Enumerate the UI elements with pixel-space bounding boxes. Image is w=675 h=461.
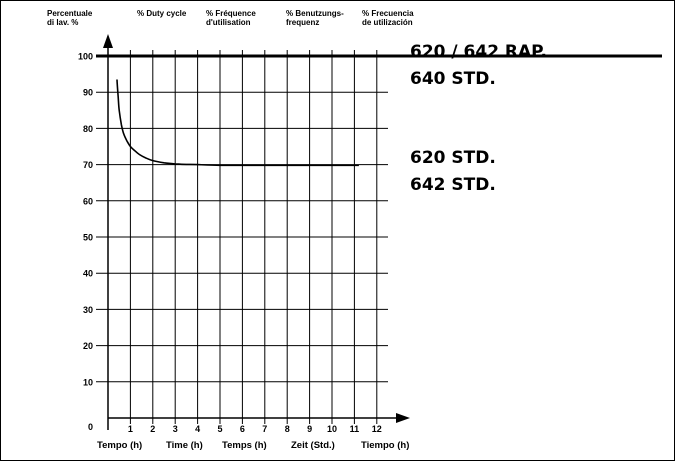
y-tick-label-100: 100 bbox=[78, 52, 93, 62]
x-tick-label-7: 7 bbox=[262, 424, 267, 434]
series-label-std-1: 620 STD. bbox=[410, 148, 496, 168]
x-tick-label-1: 1 bbox=[128, 424, 133, 434]
x-axis-title-3: Zeit (Std.) bbox=[291, 440, 335, 451]
header-2-line-0: % Fréquence bbox=[206, 9, 256, 18]
x-tick-label-12: 12 bbox=[372, 424, 382, 434]
x-axis-title-0: Tempo (h) bbox=[97, 440, 142, 451]
x-axis-title-2: Temps (h) bbox=[222, 440, 267, 451]
x-tick-label-6: 6 bbox=[240, 424, 245, 434]
x-tick-label-2: 2 bbox=[150, 424, 155, 434]
y-tick-label-50: 50 bbox=[83, 233, 93, 243]
axes bbox=[103, 34, 410, 430]
y-axis-arrow bbox=[103, 34, 113, 48]
y-tick-label-30: 30 bbox=[83, 305, 93, 315]
series-label-rap-2: 640 STD. bbox=[410, 69, 496, 89]
x-axis-title-4: Tiempo (h) bbox=[361, 440, 409, 451]
header-3-line-0: % Benutzungs- bbox=[286, 9, 344, 18]
y-tick-label-90: 90 bbox=[83, 88, 93, 98]
x-axis-title-1: Time (h) bbox=[166, 440, 203, 451]
header-3-line-1: frequenz bbox=[286, 18, 319, 27]
x-tick-label-11: 11 bbox=[350, 424, 360, 434]
y-tick-label-80: 80 bbox=[83, 124, 93, 134]
y-tick-label-70: 70 bbox=[83, 160, 93, 170]
series-label-rap-1: 620 / 642 RAP. bbox=[410, 42, 547, 62]
x-tick-label-5: 5 bbox=[217, 424, 222, 434]
header-0-line-1: di lav. % bbox=[47, 18, 78, 27]
header-0-line-0: Percentuale bbox=[47, 9, 93, 18]
grid bbox=[96, 50, 388, 424]
y-tick-label-60: 60 bbox=[83, 196, 93, 206]
header-4-line-1: de utilización bbox=[362, 18, 413, 27]
x-tick-label-3: 3 bbox=[173, 424, 178, 434]
header-1-line-0: % Duty cycle bbox=[137, 9, 187, 18]
series-curve-70 bbox=[116, 79, 359, 167]
header-4-line-0: % Frecuencia bbox=[362, 9, 414, 18]
x-tick-label-0: 0 bbox=[88, 422, 93, 432]
x-tick-label-8: 8 bbox=[285, 424, 290, 434]
y-tick-label-10: 10 bbox=[83, 377, 93, 387]
y-tick-label-20: 20 bbox=[83, 341, 93, 351]
header-2-line-1: d'utilisation bbox=[206, 18, 251, 27]
x-tick-label-9: 9 bbox=[307, 424, 312, 434]
x-axis-titles: Tempo (h) Time (h) Temps (h) Zeit (Std.) Tie… bbox=[97, 440, 409, 451]
x-axis-arrow bbox=[396, 413, 410, 423]
y-tick-label-40: 40 bbox=[83, 269, 93, 279]
x-tick-label-4: 4 bbox=[195, 424, 200, 434]
data-lines bbox=[96, 54, 662, 167]
x-tick-label-10: 10 bbox=[327, 424, 337, 434]
series-label-std-2: 642 STD. bbox=[410, 175, 496, 195]
